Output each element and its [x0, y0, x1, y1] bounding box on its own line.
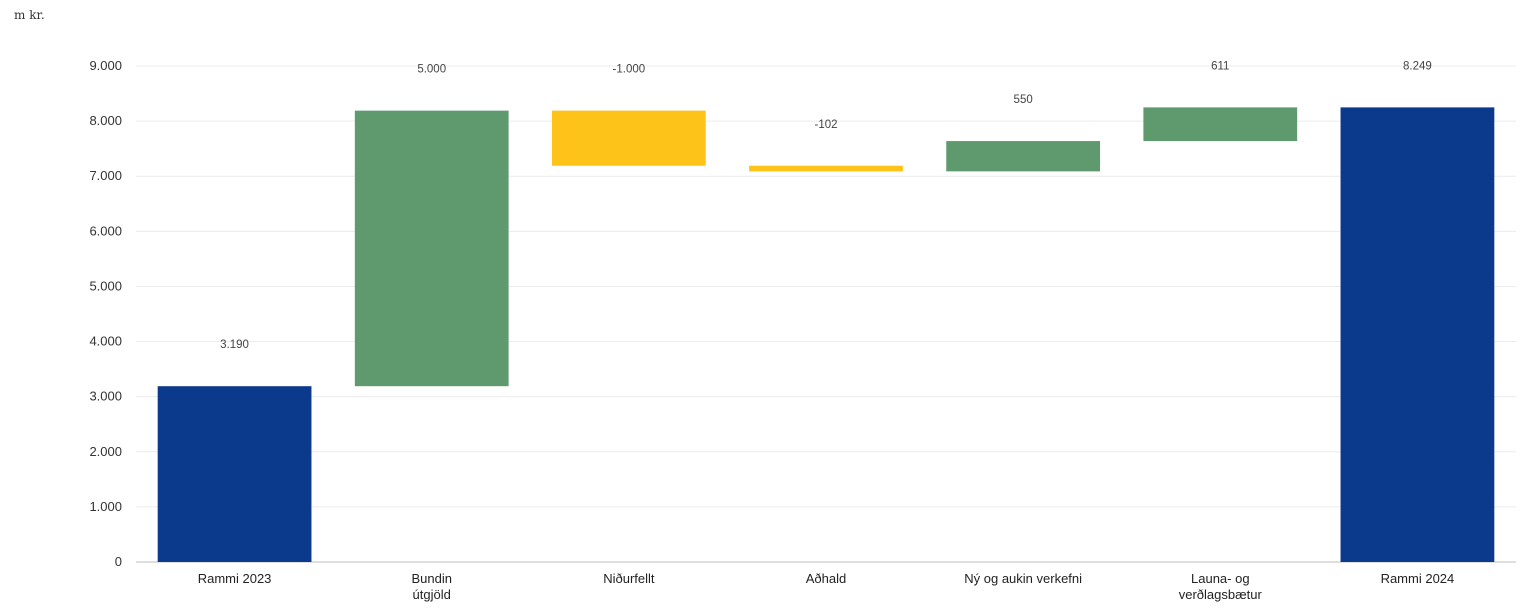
y-tick-label: 1.000	[89, 499, 122, 514]
category-label: útgjöld	[413, 587, 451, 602]
y-tick-label: 0	[115, 554, 122, 569]
bar-decrease	[749, 165, 903, 172]
data-labels: 3.190 5.000 -1.000 -102 550 611 8.249	[220, 60, 1432, 351]
grid-lines	[136, 65, 1516, 563]
category-label: Niðurfellt	[603, 571, 655, 586]
bar-decrease	[551, 110, 706, 166]
unit-label: m kr.	[14, 8, 45, 22]
category-label: Rammi 2024	[1381, 571, 1455, 586]
category-label: Launa- og	[1191, 571, 1250, 586]
category-label: verðlagsbætur	[1179, 587, 1263, 602]
y-tick-label: 6.000	[89, 223, 122, 238]
bar-increase	[354, 110, 509, 387]
y-tick-label: 9.000	[89, 58, 122, 73]
y-tick-label: 3.000	[89, 389, 122, 404]
data-label: 3.190	[220, 339, 249, 351]
y-tick-label: 4.000	[89, 334, 122, 349]
bar-increase	[1143, 107, 1298, 142]
bar-total	[1340, 107, 1495, 563]
data-label: -102	[814, 119, 837, 131]
data-label: 611	[1211, 60, 1229, 72]
category-label: Ný og aukin verkefni	[964, 571, 1082, 586]
y-tick-label: 2.000	[89, 444, 122, 459]
data-label: 550	[1014, 94, 1033, 106]
category-label: Rammi 2023	[198, 571, 272, 586]
y-tick-label: 7.000	[89, 168, 122, 183]
bars	[157, 107, 1495, 563]
y-tick-label: 5.000	[89, 278, 122, 293]
y-tick-label: 8.000	[89, 113, 122, 128]
data-label: 5.000	[417, 64, 446, 76]
category-label: Bundin	[411, 571, 451, 586]
data-label: 8.249	[1403, 60, 1432, 72]
category-label: Aðhald	[806, 571, 846, 586]
y-axis-ticks: 0 1.000 2.000 3.000 4.000 5.000 6.000 7.000 8.00…	[89, 58, 122, 569]
data-label: -1.000	[613, 64, 646, 76]
bar-total	[157, 386, 312, 562]
bar-increase	[946, 141, 1101, 172]
